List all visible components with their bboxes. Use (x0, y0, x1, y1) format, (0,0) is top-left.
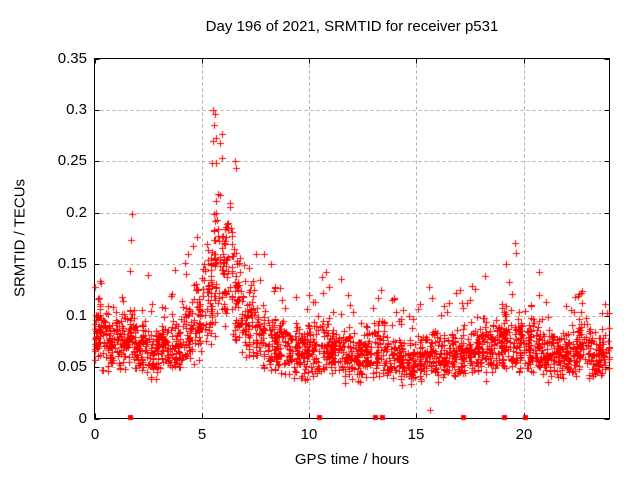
y-tick-label: 0.05 (57, 358, 87, 375)
y-tick-label: 0 (78, 410, 87, 427)
y-axis-label: SRMTID / TECUs (11, 178, 29, 298)
y-tick-label: 0.2 (66, 204, 87, 221)
x-tick-label: 10 (300, 426, 318, 443)
x-axis-label: GPS time / hours (294, 451, 410, 468)
x-tick-label: 0 (90, 426, 100, 443)
y-tick-label: 0.1 (66, 307, 87, 324)
y-tick-label: 0.25 (57, 152, 87, 169)
y-tick-label: 0.35 (57, 50, 87, 67)
y-tick-label: 0.3 (66, 101, 87, 118)
x-tick-label: 20 (515, 426, 533, 443)
chart-title: Day 196 of 2021, SRMTID for receiver p53… (205, 18, 499, 35)
y-tick-label: 0.15 (57, 255, 87, 272)
x-tick-label: 15 (407, 426, 425, 443)
x-tick-label: 5 (197, 426, 207, 443)
